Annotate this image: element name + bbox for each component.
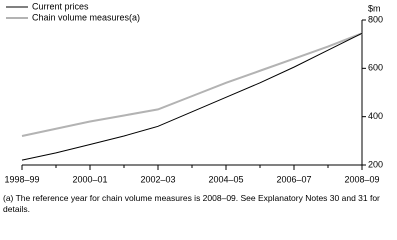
- series-line: [21, 32, 363, 161]
- page: $m 200 400 600 800 1998–99 2000–01 2002–03 2004…: [3, 1, 383, 214]
- x-tick-label: 2006–07: [276, 174, 311, 184]
- y-axis-label: $m: [368, 3, 381, 13]
- y-tick-label: 600: [368, 63, 383, 73]
- x-tick-label: 2002–03: [140, 174, 175, 184]
- y-tick-label: 800: [368, 14, 383, 24]
- series-line: [21, 32, 363, 137]
- footnote: (a) The reference year for chain volume …: [3, 193, 380, 214]
- x-tick-label: 1998–99: [4, 174, 39, 184]
- x-tick-label: 2004–05: [208, 174, 243, 184]
- y-tick-label: 200: [368, 159, 383, 169]
- chart: $m 200 400 600 800 1998–99 2000–01 2002–03 2004…: [4, 1, 383, 184]
- x-tick-label: 2000–01: [72, 174, 107, 184]
- x-tick-label: 2008–09: [344, 174, 379, 184]
- legend-label: Chain volume measures(a): [32, 12, 140, 22]
- legend-label: Current prices: [32, 1, 89, 11]
- y-tick-label: 400: [368, 111, 383, 121]
